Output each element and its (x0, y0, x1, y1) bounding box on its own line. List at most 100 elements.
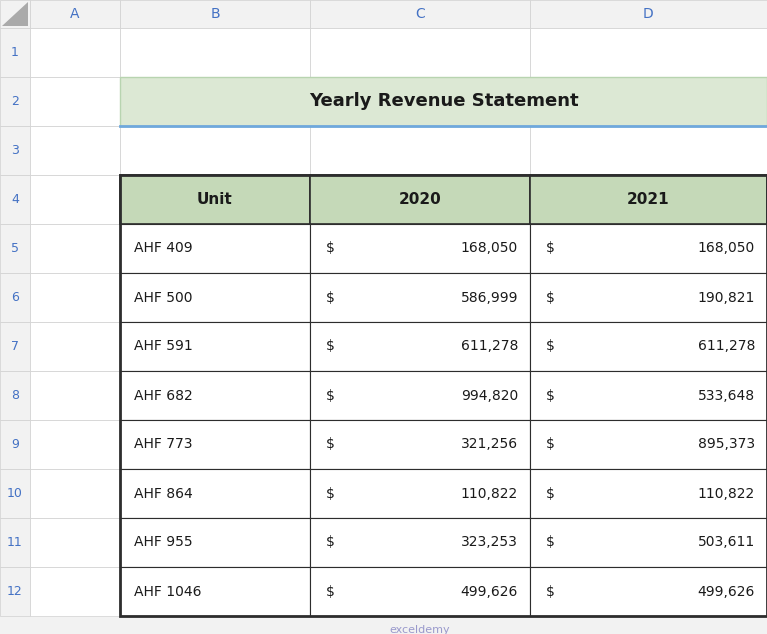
Bar (530, 0, 767, 28)
Text: $: $ (546, 585, 555, 598)
Bar (530, 273, 767, 322)
Bar (530, 224, 767, 273)
Bar (30, 0, 120, 28)
Bar (30, 469, 120, 518)
Bar (0, 273, 30, 322)
Text: 168,050: 168,050 (698, 242, 755, 256)
Text: 586,999: 586,999 (460, 290, 518, 304)
Bar (530, 371, 767, 420)
Bar (120, 518, 310, 567)
Bar (30, 126, 120, 175)
Bar (120, 175, 310, 224)
Text: 3: 3 (11, 144, 19, 157)
Text: Yearly Revenue Statement: Yearly Revenue Statement (308, 93, 578, 110)
Bar (120, 28, 310, 77)
Bar (310, 224, 530, 273)
Text: D: D (643, 7, 654, 21)
Text: $: $ (326, 389, 335, 403)
Bar (310, 567, 530, 616)
Bar (530, 273, 767, 322)
Text: $: $ (326, 585, 335, 598)
Bar (0, 518, 30, 567)
Text: B: B (210, 7, 220, 21)
Text: 994,820: 994,820 (461, 389, 518, 403)
Bar (530, 371, 767, 420)
Bar (30, 273, 120, 322)
Text: AHF 864: AHF 864 (134, 486, 193, 500)
Bar (310, 322, 530, 371)
Text: 2: 2 (11, 95, 19, 108)
Text: 2021: 2021 (627, 192, 670, 207)
Bar (310, 28, 530, 77)
Bar (30, 28, 120, 77)
Bar (30, 371, 120, 420)
Text: 190,821: 190,821 (698, 290, 755, 304)
Text: AHF 1046: AHF 1046 (134, 585, 202, 598)
Bar (310, 469, 530, 518)
Bar (530, 175, 767, 224)
Polygon shape (2, 2, 28, 26)
Text: 10: 10 (7, 487, 23, 500)
Bar (530, 567, 767, 616)
Text: AHF 500: AHF 500 (134, 290, 193, 304)
Bar (530, 224, 767, 273)
Bar (310, 175, 530, 224)
Bar (120, 126, 310, 175)
Bar (120, 322, 310, 371)
Text: AHF 773: AHF 773 (134, 437, 193, 451)
Text: 895,373: 895,373 (698, 437, 755, 451)
Bar (120, 371, 310, 420)
Text: 11: 11 (7, 536, 23, 549)
Text: 4: 4 (11, 193, 19, 206)
Text: AHF 682: AHF 682 (134, 389, 193, 403)
Bar (310, 371, 530, 420)
Text: C: C (415, 7, 425, 21)
Bar (120, 567, 310, 616)
Text: 533,648: 533,648 (698, 389, 755, 403)
Text: AHF 409: AHF 409 (134, 242, 193, 256)
Bar (310, 273, 530, 322)
Bar (30, 77, 120, 126)
Bar (30, 224, 120, 273)
Bar (0, 420, 30, 469)
Text: 611,278: 611,278 (698, 339, 755, 354)
Text: 499,626: 499,626 (698, 585, 755, 598)
Bar (120, 420, 310, 469)
Text: $: $ (546, 437, 555, 451)
Bar (310, 224, 530, 273)
Bar (530, 28, 767, 77)
Bar (0, 371, 30, 420)
Text: Unit: Unit (197, 192, 233, 207)
Bar (120, 469, 310, 518)
Bar (0, 224, 30, 273)
Bar (120, 175, 767, 616)
Bar (120, 322, 310, 371)
Bar (530, 322, 767, 371)
Bar (30, 518, 120, 567)
Bar (0, 28, 30, 77)
Bar (120, 469, 310, 518)
Text: 110,822: 110,822 (461, 486, 518, 500)
Bar (310, 77, 530, 126)
Bar (310, 0, 530, 28)
Bar (120, 273, 310, 322)
Bar (120, 273, 310, 322)
Bar (0, 469, 30, 518)
Bar (120, 77, 767, 126)
Text: 499,626: 499,626 (461, 585, 518, 598)
Text: $: $ (546, 536, 555, 550)
Text: $: $ (326, 339, 335, 354)
Bar (120, 518, 310, 567)
Text: A: A (71, 7, 80, 21)
Bar (310, 420, 530, 469)
Bar (30, 567, 120, 616)
Bar (30, 420, 120, 469)
Bar (310, 126, 530, 175)
Text: AHF 591: AHF 591 (134, 339, 193, 354)
Bar (120, 371, 310, 420)
Text: 323,253: 323,253 (461, 536, 518, 550)
Bar (530, 77, 767, 126)
Text: $: $ (326, 290, 335, 304)
Bar (0, 77, 30, 126)
Text: 9: 9 (11, 438, 19, 451)
